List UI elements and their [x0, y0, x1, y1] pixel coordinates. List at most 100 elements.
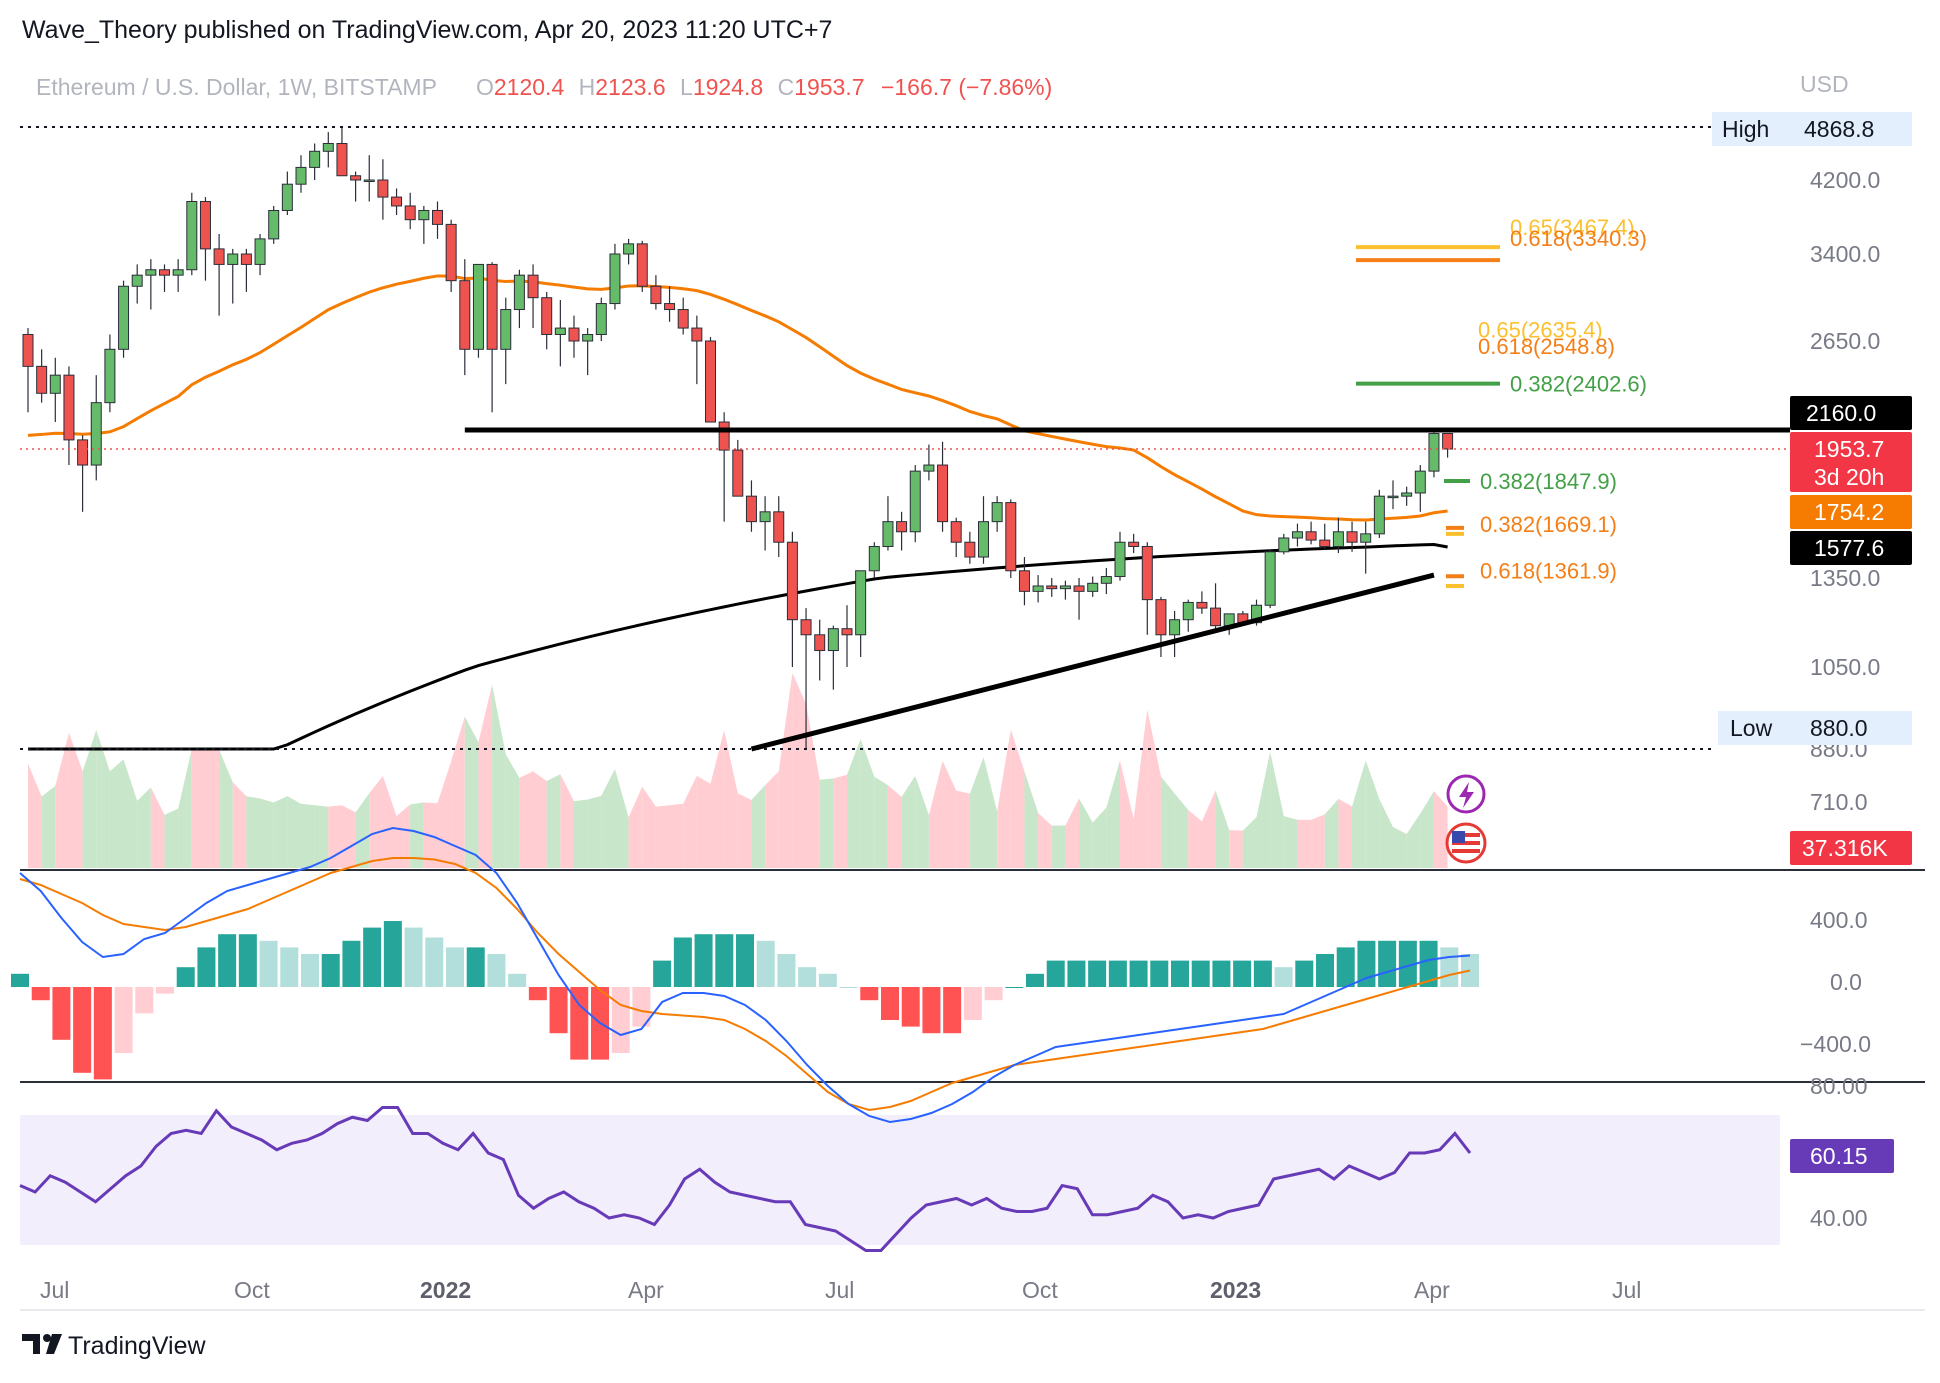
volume-segment [478, 684, 493, 868]
candle-up [1264, 551, 1276, 606]
volume-segment [1393, 827, 1407, 868]
candle-down [432, 209, 443, 225]
volume-segment [683, 775, 697, 868]
macd-histogram-bar [611, 987, 630, 1053]
candle-up [1087, 582, 1099, 592]
volume-segment [1065, 798, 1080, 868]
macd-histogram-bar [135, 987, 154, 1014]
volume-segment [96, 730, 110, 868]
volume-segment [1010, 729, 1025, 868]
volume-segment [1147, 709, 1161, 868]
ema50-line [27, 274, 1448, 522]
candle-up [978, 521, 989, 558]
candle-down [745, 495, 757, 523]
macd-histogram-bar [1274, 967, 1293, 987]
candle-up [472, 263, 484, 350]
volume-segment [109, 759, 124, 868]
macd-histogram-bar [715, 934, 734, 987]
macd-histogram-bar [1150, 960, 1169, 987]
time-tick: 2023 [1210, 1277, 1261, 1303]
candle-up [254, 238, 266, 265]
macd-histogram-bar [508, 973, 527, 987]
high-label: H [579, 74, 596, 100]
candle-up [1100, 576, 1112, 584]
volume-segment [137, 787, 151, 868]
volume-segment [942, 760, 957, 868]
low-tag-value: 880.0 [1810, 715, 1868, 741]
volume-segment [41, 785, 56, 868]
candle-down [213, 248, 225, 265]
volume-segment [1324, 798, 1339, 868]
volume-segment [655, 805, 670, 868]
time-axis: Jul Oct 2022 Apr Jul Oct 2023 Apr Jul [40, 1277, 1641, 1303]
macd-histogram-bar [1191, 960, 1210, 987]
candle-down [773, 511, 785, 543]
us-flag-icon[interactable] [1445, 822, 1487, 864]
volume-segment [219, 749, 233, 868]
volume-segment [68, 732, 83, 868]
macd-histogram-bar [176, 967, 195, 987]
volume-segment [437, 761, 452, 868]
volume-tag [1790, 831, 1912, 865]
macd-histogram-bar [466, 947, 485, 987]
candle-up [1114, 541, 1126, 578]
ohlc-readout: O2120.4 H2123.6 L1924.8 C1953.7 −166.7 (… [476, 74, 1052, 100]
macd-histogram-bar [321, 954, 340, 987]
volume-segment [860, 739, 875, 868]
volume-segment [1379, 799, 1393, 868]
macd-histogram-bar [1357, 940, 1376, 987]
candle-down [677, 309, 689, 329]
macd-histogram-bar [1026, 973, 1044, 987]
close-label: C [778, 74, 795, 100]
macd-histogram-bar [963, 987, 982, 1020]
volume-segment [533, 771, 547, 868]
candle-up [991, 502, 1003, 523]
volume-segment [806, 703, 820, 868]
flash-icon[interactable] [1446, 774, 1486, 814]
candle-up [118, 285, 130, 350]
volume-segment [273, 796, 288, 868]
macd-histogram-bar [673, 937, 692, 987]
candle-up [268, 209, 280, 240]
volume-segment [1092, 807, 1107, 868]
candle-down [77, 439, 89, 466]
high-value-bg [1794, 112, 1912, 146]
volume-segment [874, 776, 888, 868]
macd-histogram-bar [114, 987, 133, 1053]
candle-up [186, 200, 198, 271]
candle-up [104, 348, 116, 404]
candle-up [1387, 495, 1399, 499]
high-tag-bg [1712, 112, 1794, 146]
macd-histogram-bar [1108, 960, 1127, 987]
volume-segment [191, 747, 206, 868]
candle-up [1059, 585, 1071, 590]
candle-up [1428, 433, 1440, 472]
time-tick: Oct [234, 1277, 270, 1303]
rsi-value-text: 60.15 [1810, 1143, 1868, 1169]
candle-down [1018, 570, 1030, 592]
volume-segment [164, 808, 179, 868]
close-value: 1953.7 [794, 74, 864, 100]
volume-segment [1283, 816, 1298, 868]
low-label: L [680, 74, 693, 100]
rsi-tick: 80.00 [1810, 1073, 1868, 1099]
volume-segment [410, 802, 424, 868]
rsi-axis: 80.00 40.00 [1810, 1073, 1868, 1231]
time-tick: Jul [1612, 1277, 1641, 1303]
candle-down [36, 365, 48, 394]
candle-down [459, 280, 471, 350]
time-tick: 2022 [420, 1277, 471, 1303]
macd-histogram-bar [156, 987, 174, 994]
volume-segment [82, 730, 97, 868]
candle-up [827, 628, 839, 652]
volume-segment [396, 804, 411, 868]
rsi-layer [19, 1106, 1472, 1252]
macd-histogram-bar [1316, 954, 1334, 987]
time-tick: Oct [1022, 1277, 1058, 1303]
macd-histogram-bar [1233, 960, 1252, 987]
volume-segment [1433, 791, 1448, 868]
volume-segment [928, 760, 943, 868]
fib-label: 0.618(1361.9) [1480, 558, 1617, 583]
candle-down [636, 243, 648, 287]
